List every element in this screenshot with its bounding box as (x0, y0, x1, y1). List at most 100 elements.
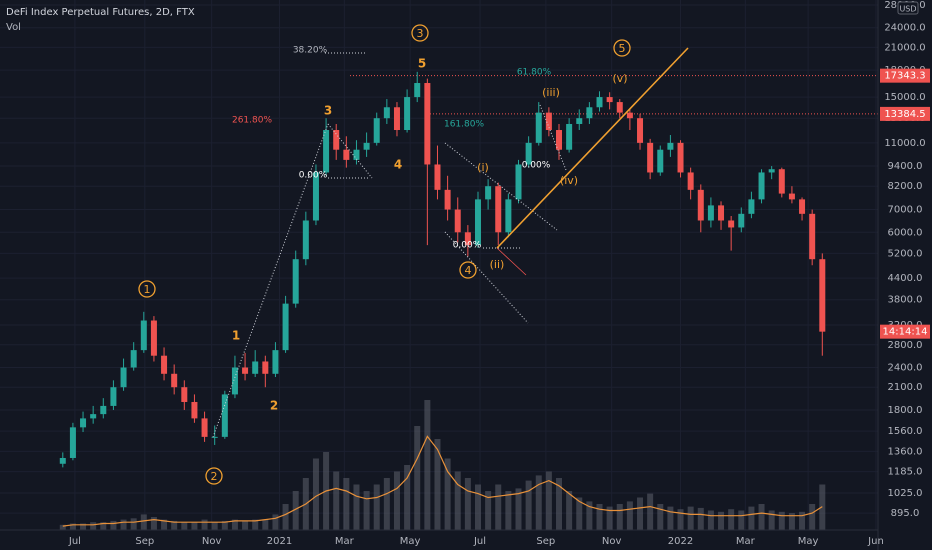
volume-bar (262, 519, 269, 530)
wave-circle (138, 280, 156, 298)
candle-body (231, 367, 238, 395)
wave-label: (iv) (560, 174, 578, 187)
candle-body (616, 102, 623, 113)
volume-bar (171, 520, 178, 530)
candle-body (130, 350, 137, 368)
volume-bar (505, 491, 512, 530)
volume-bar (444, 458, 451, 530)
volume-bar (404, 465, 411, 530)
candle-body (677, 142, 684, 173)
volume-bar (90, 522, 97, 530)
x-tick-label: Nov (602, 536, 622, 547)
volume-bar (242, 520, 249, 530)
volume-bar (231, 519, 238, 530)
volume-bar (667, 506, 674, 530)
x-tick-label: Jun (867, 536, 884, 547)
trend-line (496, 247, 527, 276)
candle-body (576, 118, 583, 124)
candle-body (687, 172, 694, 190)
candle-body (181, 387, 188, 402)
candle-body (201, 418, 208, 437)
volume-bar (414, 426, 421, 530)
countdown-label: 14:14:14 (883, 327, 928, 338)
volume-bar (778, 511, 785, 530)
candle-body (556, 130, 563, 150)
candle-body (748, 199, 755, 214)
candle-body (110, 387, 117, 406)
candle-body (100, 405, 107, 415)
y-tick-label: 895.0 (891, 508, 920, 519)
volume-bar (191, 522, 198, 530)
candle-body (312, 172, 319, 221)
candle-body (140, 320, 147, 351)
candle-body (272, 350, 279, 374)
volume-bar (464, 478, 471, 530)
wave-label: 3 (324, 104, 332, 118)
volume-bar (211, 522, 218, 530)
candle-body (454, 209, 461, 233)
volume-bar (181, 522, 188, 530)
candle-body (383, 107, 390, 119)
candle-body (80, 418, 87, 428)
volume-bar (799, 511, 806, 530)
candle-body (262, 361, 269, 374)
candle-body (596, 97, 603, 108)
x-tick-label: Jul (68, 536, 81, 547)
y-tick-label: 1025.0 (888, 488, 923, 499)
fib-label: 0.00% (453, 241, 482, 251)
volume-bar (515, 488, 522, 530)
volume-bar (292, 491, 299, 530)
y-tick-label: 1360.0 (888, 446, 923, 457)
volume-bar (110, 520, 117, 530)
volume-bar (606, 506, 613, 530)
candle-body (647, 142, 654, 173)
volume-bar (657, 504, 664, 530)
y-tick-label: 2100.0 (888, 382, 923, 393)
candle-body (393, 107, 400, 131)
volume-bar (434, 439, 441, 530)
candle-body (69, 427, 76, 458)
candle-body (464, 232, 471, 246)
volume-bar (353, 484, 360, 530)
candle-body (191, 401, 198, 419)
candle-body (221, 394, 228, 437)
annotations: 1 2 3 4 5 1 2 3 4 5 (i) (ii) (iii) (iv) … (144, 27, 628, 483)
channel-line (444, 231, 529, 324)
volume-bar (545, 471, 552, 530)
volume-bar (788, 513, 795, 530)
candle-body (525, 142, 532, 165)
candle-body (373, 118, 380, 143)
candle-body (768, 169, 775, 173)
x-tick-label: Nov (202, 536, 222, 547)
fib-label: 261.80% (232, 116, 272, 126)
volume-bar (201, 519, 208, 530)
volume-bar (535, 475, 542, 530)
trend-line (496, 47, 689, 249)
volume-bar (474, 484, 481, 530)
x-tick-label: Mar (335, 536, 355, 547)
wave-label: 3 (417, 27, 424, 40)
wave-label: 1 (232, 329, 240, 343)
volume-bar (647, 493, 654, 530)
volume-bar (495, 484, 502, 530)
volume-bar (59, 524, 66, 530)
x-tick-label: May (400, 536, 421, 547)
volume-bar (637, 497, 644, 530)
candle-body (161, 355, 168, 374)
candle-body (738, 213, 745, 228)
volume-bar (556, 478, 563, 530)
volume-bar (130, 518, 137, 530)
volume-bar (80, 523, 87, 530)
volume-bar (485, 491, 492, 530)
volume-bar (748, 506, 755, 530)
volume-bar (738, 510, 745, 530)
candle-body (474, 199, 481, 246)
candle-body (171, 373, 178, 388)
candle-body (545, 112, 552, 131)
volume-bar (677, 509, 684, 530)
volume-bar (100, 522, 107, 530)
volume-bar (566, 491, 573, 530)
volume-bar (758, 504, 765, 530)
